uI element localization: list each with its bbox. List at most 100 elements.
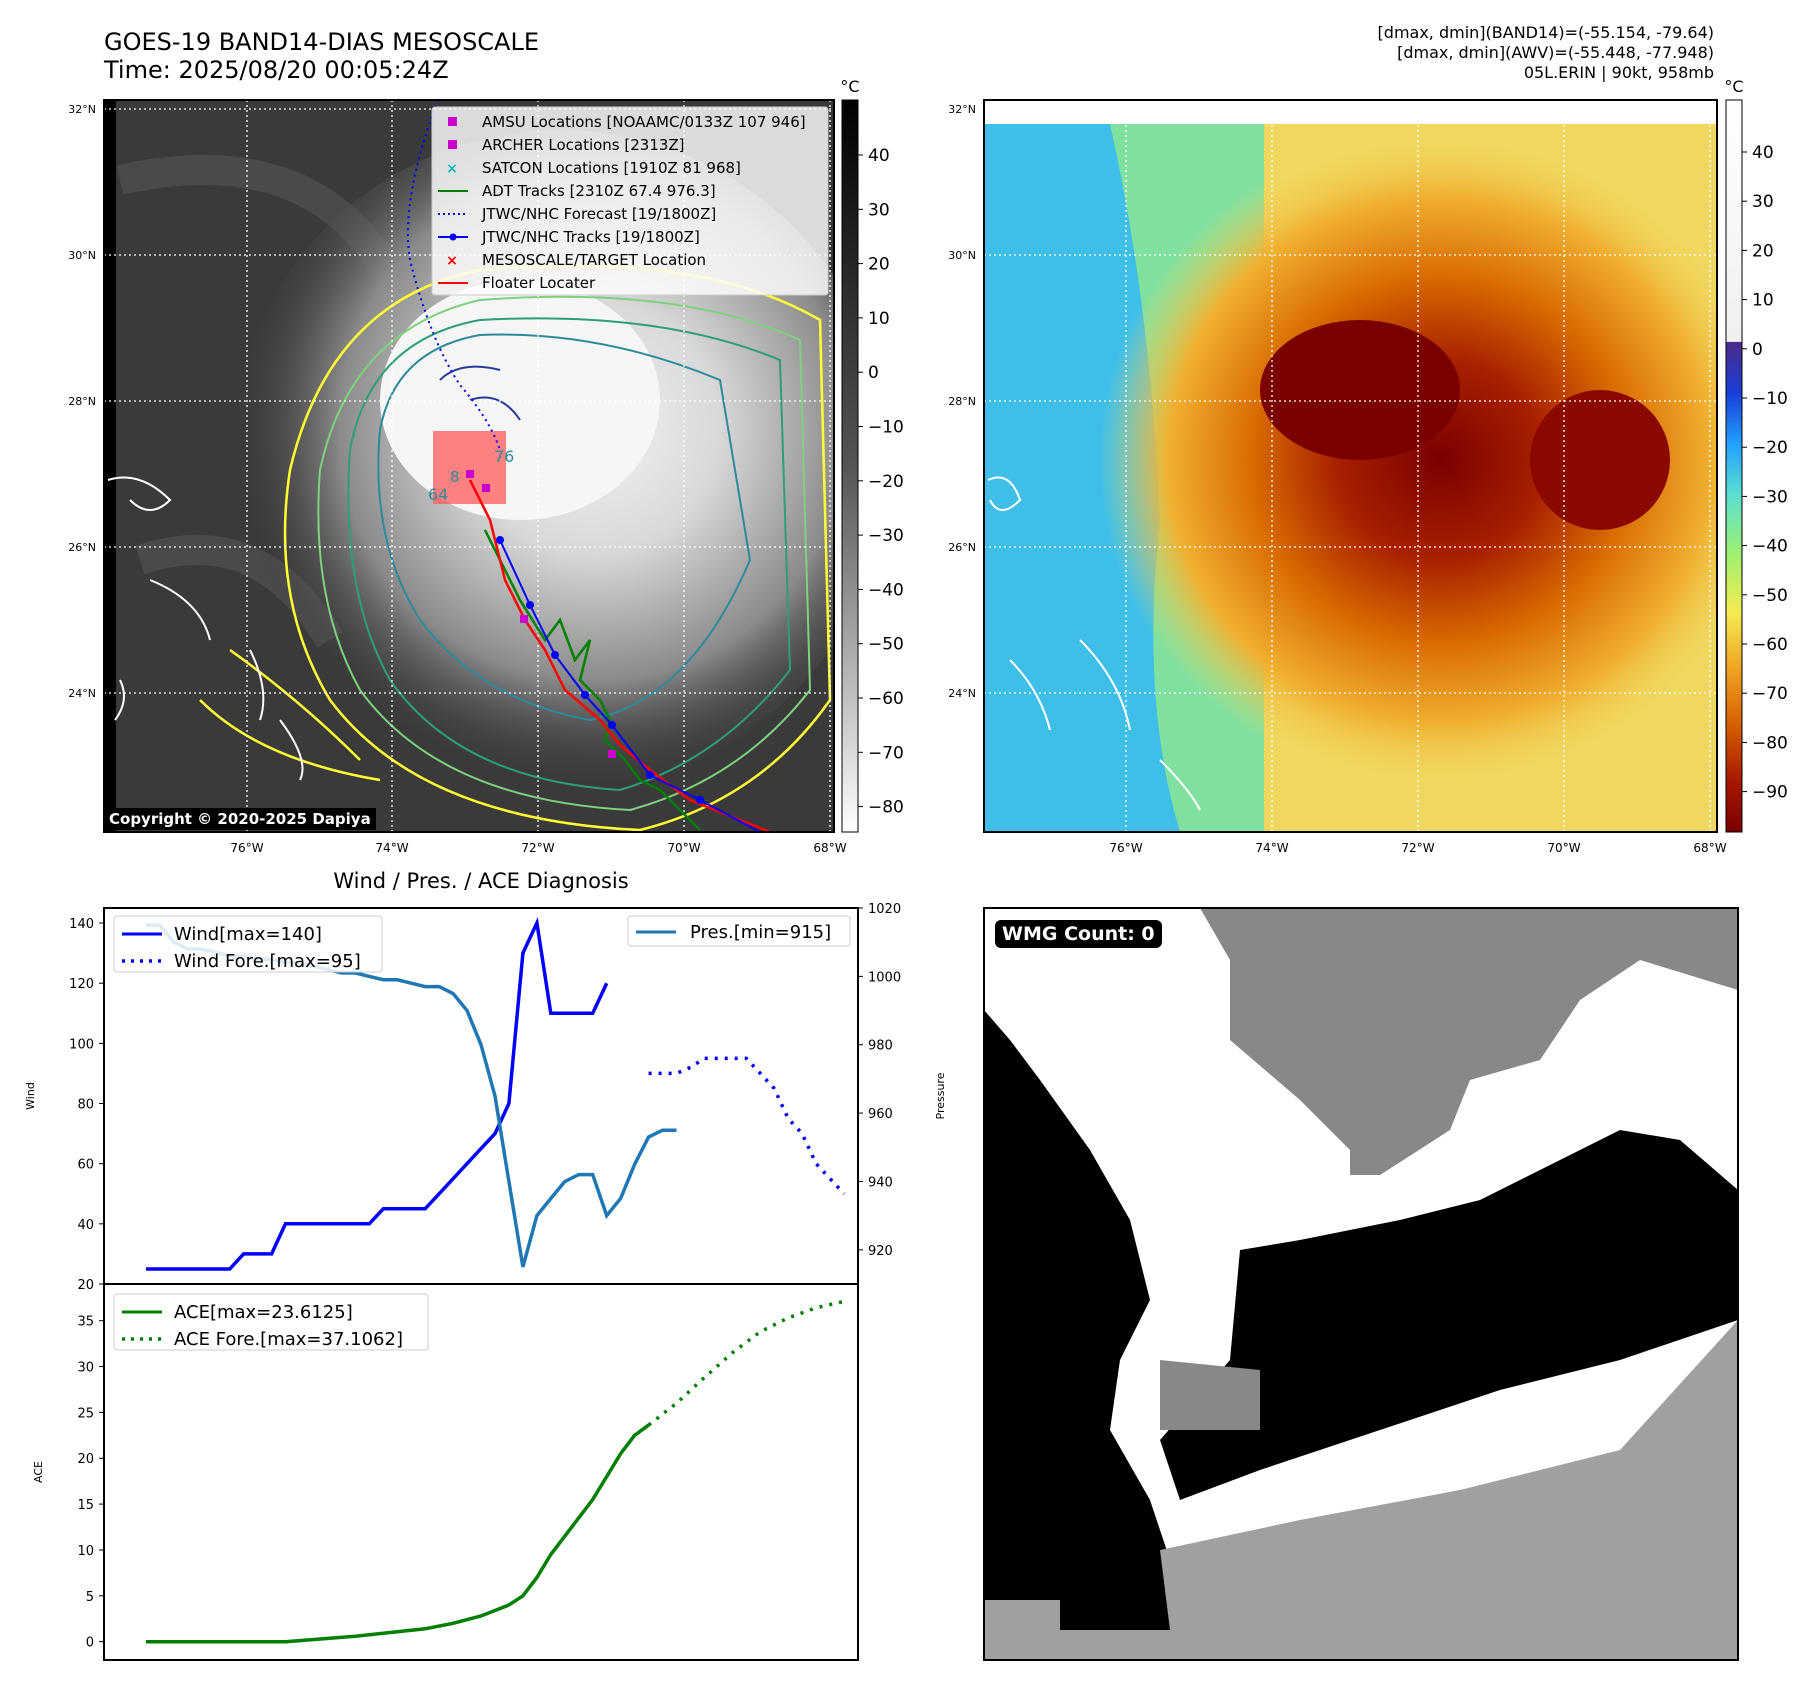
wv-map-frame — [983, 99, 1718, 833]
lon-label: 74°W — [375, 841, 408, 855]
stats-awv: [dmax, dmin](AWV)=(-55.448, -77.948) — [1397, 43, 1714, 62]
colorbar-tick-label: −20 — [1752, 438, 1788, 458]
lat-label: 26°N — [948, 541, 976, 554]
wind-legend-label: Wind[max=140] — [174, 924, 322, 945]
colorbar-tick-label: −70 — [1752, 684, 1788, 704]
ace-ytick-label: 0 — [86, 1636, 94, 1651]
wv-storm-core — [1260, 320, 1460, 460]
wind-fore-legend-label: Wind Fore.[max=95] — [174, 951, 361, 972]
ace-ytick-label: 10 — [77, 1544, 94, 1559]
ace-ylabel: ACE — [32, 1461, 45, 1483]
colorbar-tick-label: −70 — [868, 743, 904, 763]
stats-band14: [dmax, dmin](BAND14)=(-55.154, -79.64) — [1378, 23, 1714, 42]
wind-ytick-label: 140 — [69, 917, 94, 932]
legend-square-icon — [448, 140, 457, 149]
legend-item: JTWC/NHC Tracks [19/1800Z] — [438, 228, 700, 246]
ace-fore-legend-label: ACE Fore.[max=37.1062] — [174, 1329, 403, 1350]
figure-time: Time: 2025/08/20 00:05:24Z — [103, 56, 449, 84]
wind-ytick-label: 40 — [77, 1218, 94, 1233]
colorbar-tick-label: −60 — [868, 689, 904, 709]
colorbar-tick-label: −30 — [1752, 487, 1788, 507]
wmg-gray-top — [1200, 908, 1738, 1175]
colorbar-tick-label: 30 — [868, 200, 890, 220]
lat-label: 26°N — [68, 541, 96, 554]
legend-item: ADT Tracks [2310Z 67.4 976.3] — [438, 182, 716, 200]
contour-teal — [377, 333, 752, 722]
legend-item: AMSU Locations [NOAAMC/0133Z 107 946] — [448, 113, 806, 131]
storm-info: 05L.ERIN | 90kt, 958mb — [1524, 63, 1714, 82]
lon-label: 72°W — [1401, 841, 1434, 855]
legend-item: Floater Locater — [438, 274, 596, 292]
series-line — [648, 1056, 846, 1195]
colorbar-tick-label: −50 — [1752, 586, 1788, 606]
legend-item: × MESOSCALE/TARGET Location — [446, 251, 706, 269]
colorbar-tick-label: −90 — [1752, 783, 1788, 803]
wind-ytick-label: 20 — [77, 1278, 94, 1293]
lon-label: 76°W — [230, 841, 263, 855]
adt-track — [483, 529, 701, 831]
wv-axis-labels: 32°N 30°N 28°N 26°N 24°N 76°W 74°W 72°W 70°W 68°W — [948, 103, 1726, 855]
lon-label: 74°W — [1255, 841, 1288, 855]
wmg-black-band — [1160, 1130, 1738, 1500]
pres-legend-box — [627, 915, 851, 947]
wmg-panel — [983, 907, 1739, 1661]
amsu-markers — [466, 470, 616, 758]
wv-storm-band — [1530, 390, 1670, 530]
colorbar-tick-label: −10 — [868, 418, 904, 438]
diagnosis-title: Wind / Pres. / ACE Diagnosis — [333, 869, 628, 893]
colorbar-tick-label: 0 — [1752, 340, 1763, 360]
ace-ytick-label: 5 — [86, 1590, 94, 1605]
mesoscale-target-box — [433, 431, 506, 504]
wmg-black-left — [984, 1010, 1170, 1630]
colorbar-tick-label: −80 — [868, 798, 904, 818]
wind-ytick-label: 100 — [69, 1037, 94, 1052]
legend-dot-icon — [449, 233, 457, 241]
colorbar-tick-label: −10 — [1752, 389, 1788, 409]
lat-label: 24°N — [948, 687, 976, 700]
pressure-ylabel: Pressure — [934, 1072, 947, 1119]
contour-label-76: 76 — [494, 447, 514, 466]
lat-label: 24°N — [68, 687, 96, 700]
lon-label: 70°W — [1547, 841, 1580, 855]
lat-label: 30°N — [948, 249, 976, 262]
colorbar-tick-label: −20 — [868, 472, 904, 492]
legend-item: ARCHER Locations [2313Z] — [448, 136, 685, 154]
ace-ytick-label: 25 — [77, 1406, 94, 1421]
ace-legend-label: ACE[max=23.6125] — [174, 1302, 353, 1323]
contour-yellow-2 — [199, 648, 381, 782]
ace-ytick-label: 30 — [77, 1361, 94, 1376]
wmg-gray-small — [1160, 1360, 1260, 1430]
wv-storm-outer — [1100, 130, 1717, 790]
pres-legend: Pres.[min=915] — [627, 915, 851, 947]
contour-green — [347, 317, 792, 792]
lon-label: 70°W — [667, 841, 700, 855]
legend-label: SATCON Locations [1910Z 81 968] — [482, 159, 741, 177]
colorbar-tick-label: −80 — [1752, 733, 1788, 753]
pressure-ytick-label: 1000 — [868, 970, 901, 985]
wv-gridlines — [984, 100, 1717, 832]
legend-label: JTWC/NHC Tracks [19/1800Z] — [481, 228, 700, 246]
lat-label: 28°N — [948, 395, 976, 408]
lat-label: 28°N — [68, 395, 96, 408]
wv-dry-slot — [984, 124, 1180, 832]
legend-label: ARCHER Locations [2313Z] — [482, 136, 685, 154]
lon-label: 68°W — [813, 841, 846, 855]
nhc-track-points — [496, 536, 704, 804]
ir-left-strip — [104, 100, 116, 832]
colorbar-tick-label: 0 — [868, 363, 879, 383]
wind-axes: 20 40 60 80 100 120 140 920 940 960 980 1000 1020 — [69, 902, 901, 1293]
lat-label: 30°N — [68, 249, 96, 262]
contour-lightgreen — [317, 295, 812, 812]
legend-x-icon: × — [446, 161, 458, 177]
ace-axes: 0 5 10 15 20 25 30 35 — [77, 1315, 104, 1651]
series-line — [145, 1423, 650, 1644]
legend-item: × SATCON Locations [1910Z 81 968] — [446, 159, 741, 177]
lon-label: 68°W — [1693, 841, 1726, 855]
ace-ytick-label: 35 — [77, 1315, 94, 1330]
ace-legend: ACE[max=23.6125] ACE Fore.[max=37.1062] — [113, 1293, 429, 1351]
colorbar-tick-label: 20 — [868, 255, 890, 275]
ace-ytick-label: 15 — [77, 1498, 94, 1513]
series-line — [145, 917, 609, 1271]
copyright-label: Copyright © 2020-2025 Dapiya — [104, 808, 376, 830]
ir-legend: AMSU Locations [NOAAMC/0133Z 107 946] ARC… — [431, 106, 829, 296]
